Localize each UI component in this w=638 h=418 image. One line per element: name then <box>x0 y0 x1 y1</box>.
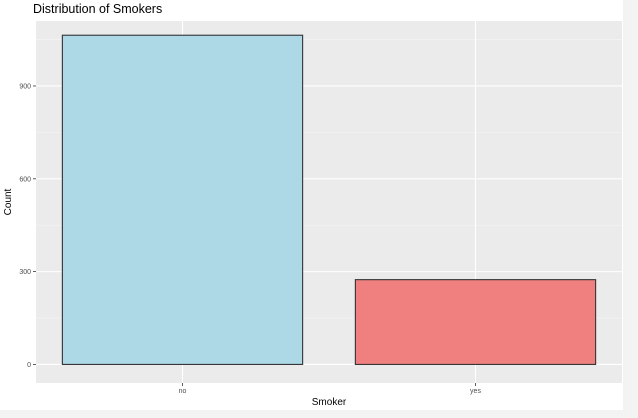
x-axis-title: Smoker <box>312 397 347 408</box>
bar-no <box>61 34 304 365</box>
x-axis-ticks: no yes <box>179 383 481 395</box>
y-axis-ticks: 0 300 600 900 <box>19 83 36 369</box>
y-tick-label: 0 <box>27 362 31 369</box>
y-tick-label: 300 <box>19 269 31 276</box>
y-tick-label: 900 <box>19 83 31 90</box>
y-axis-title: Count <box>3 188 14 215</box>
bars <box>61 34 597 365</box>
y-tick-label: 600 <box>19 176 31 183</box>
bar-yes <box>354 279 597 365</box>
x-tick-label: no <box>179 388 187 395</box>
chart-title: Distribution of Smokers <box>33 2 162 16</box>
x-tick-label: yes <box>470 388 481 395</box>
